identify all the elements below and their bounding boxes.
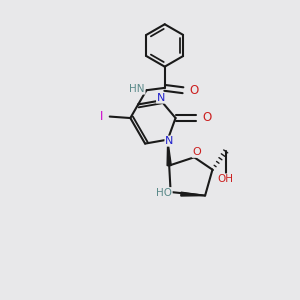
Text: HN: HN — [130, 84, 145, 94]
Text: HO: HO — [156, 188, 172, 198]
Text: O: O — [192, 147, 201, 157]
Polygon shape — [167, 140, 171, 166]
Text: N: N — [165, 136, 173, 146]
Text: N: N — [157, 93, 165, 103]
Text: O: O — [202, 111, 211, 124]
Text: OH: OH — [218, 174, 234, 184]
Text: O: O — [190, 84, 199, 97]
Polygon shape — [181, 192, 205, 196]
Text: I: I — [100, 110, 103, 123]
